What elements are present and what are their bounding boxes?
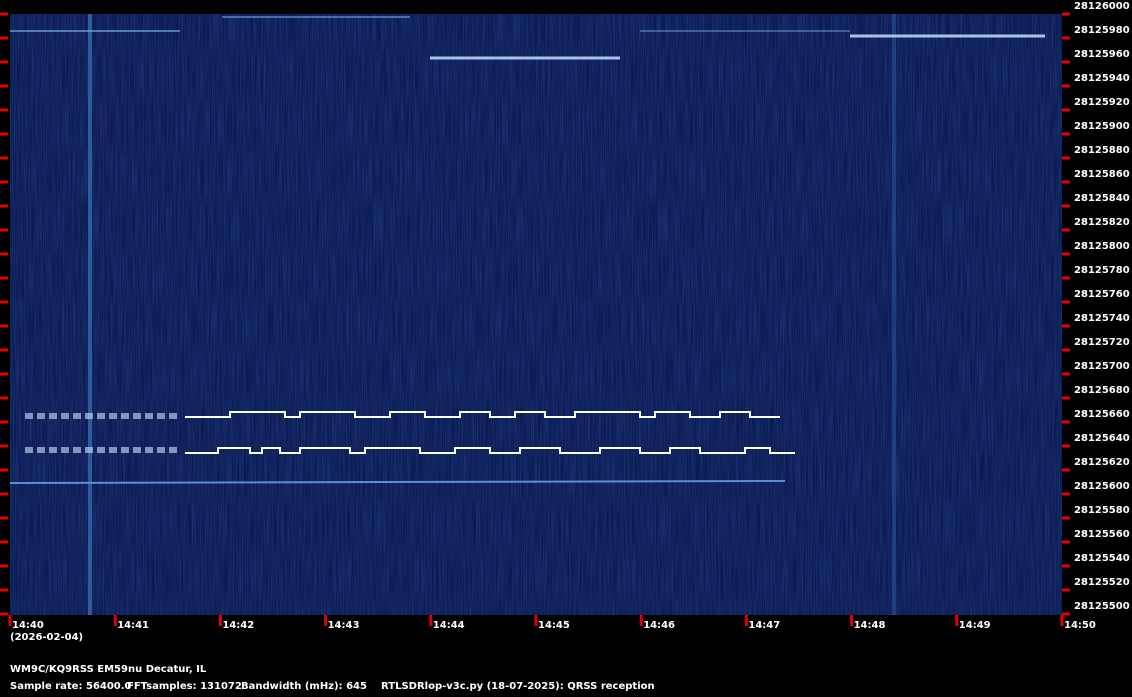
- x-tick-label: 14:46: [643, 620, 675, 631]
- x-tick-label: 14:43: [328, 620, 360, 631]
- y-tick-label: 28125840: [1074, 193, 1130, 204]
- y-tick-label: 28125580: [1074, 505, 1130, 516]
- y-tick-label: 28125560: [1074, 529, 1130, 540]
- y-tick-label: 28125600: [1074, 481, 1130, 492]
- y-tick-label: 28125720: [1074, 337, 1130, 348]
- y-tick-label: 28125920: [1074, 97, 1130, 108]
- y-tick-label: 28125960: [1074, 49, 1130, 60]
- y-tick-label: 28125740: [1074, 313, 1130, 324]
- y-tick-label: 28125520: [1074, 577, 1130, 588]
- x-tick-label: 14:47: [748, 620, 780, 631]
- date-label: (2026-02-04): [10, 632, 83, 643]
- y-tick-label: 28125800: [1074, 241, 1130, 252]
- y-tick-label: 28125700: [1074, 361, 1130, 372]
- y-tick-label: 28125500: [1074, 601, 1130, 612]
- info-text: Bandwidth (mHz): 645: [241, 681, 367, 692]
- x-tick-label: 14:49: [959, 620, 991, 631]
- x-tick-label: 14:50: [1064, 620, 1096, 631]
- y-tick-label: 28125980: [1074, 25, 1130, 36]
- y-tick-label: 28125660: [1074, 409, 1130, 420]
- y-tick-label: 28125780: [1074, 265, 1130, 276]
- y-tick-label: 28125940: [1074, 73, 1130, 84]
- info-text: RTLSDRlop-v3c.py (18-07-2025): QRSS rece…: [381, 681, 655, 692]
- station-label: WM9C/KQ9RSS EM59nu Decatur, IL: [10, 664, 207, 675]
- x-tick-label: 14:45: [538, 620, 570, 631]
- y-tick-label: 28125540: [1074, 553, 1130, 564]
- y-tick-label: 28126000: [1074, 1, 1130, 12]
- y-tick-label: 28125820: [1074, 217, 1130, 228]
- y-tick-label: 28125680: [1074, 385, 1130, 396]
- waterfall: [9, 14, 1062, 615]
- info-text: Sample rate: 56400.0: [10, 681, 132, 692]
- x-tick-label: 14:48: [854, 620, 886, 631]
- x-tick-label: 14:40: [12, 620, 44, 631]
- y-tick-label: 28125620: [1074, 457, 1130, 468]
- y-tick-label: 28125760: [1074, 289, 1130, 300]
- info-text: FFTsamples: 131072: [127, 681, 242, 692]
- y-tick-label: 28125900: [1074, 121, 1130, 132]
- x-tick-label: 14:41: [117, 620, 149, 631]
- y-tick-label: 28125880: [1074, 145, 1130, 156]
- x-tick-label: 14:42: [222, 620, 254, 631]
- y-tick-label: 28125860: [1074, 169, 1130, 180]
- y-tick-label: 28125640: [1074, 433, 1130, 444]
- x-tick-label: 14:44: [433, 620, 465, 631]
